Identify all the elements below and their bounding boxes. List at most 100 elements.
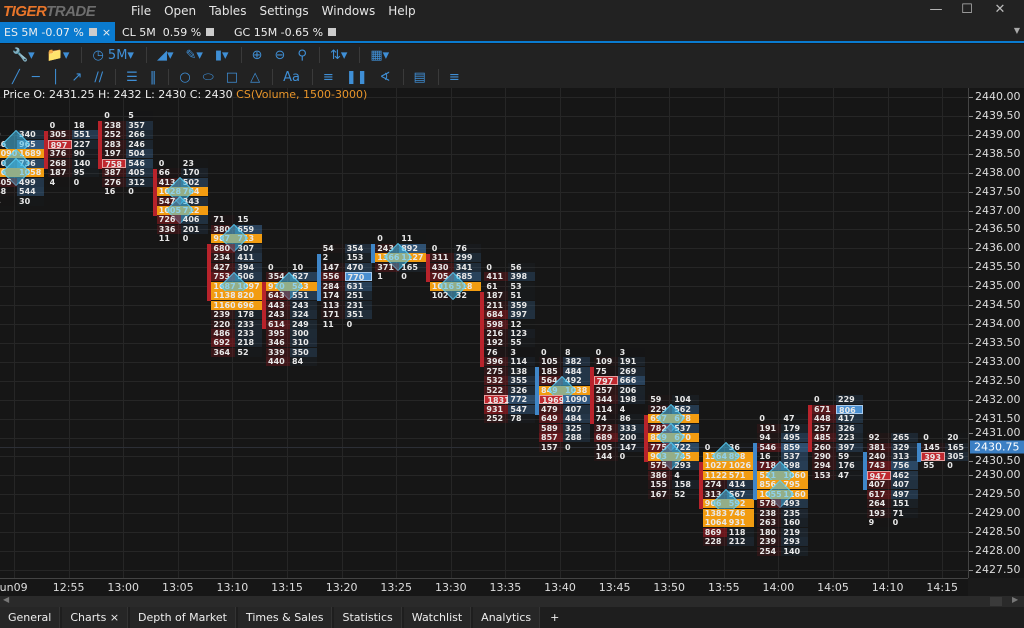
triangle-icon[interactable]: △ bbox=[250, 69, 261, 85]
align-icon[interactable]: ≡ bbox=[448, 69, 460, 85]
bottom-tab-statistics[interactable]: Statistics bbox=[334, 607, 402, 628]
minimize-icon[interactable]: — bbox=[929, 2, 943, 17]
close-tab-icon[interactable]: × bbox=[101, 26, 112, 39]
timeframe-button[interactable]: ◷ 5M▾ bbox=[92, 47, 134, 63]
menu-help[interactable]: Help bbox=[388, 4, 416, 18]
grid-line-h bbox=[0, 475, 968, 477]
fib-time-icon[interactable]: ❚❚ bbox=[345, 69, 368, 85]
ask-volume-cell: 246 bbox=[126, 139, 154, 149]
fan-icon[interactable]: ∢ bbox=[379, 69, 391, 85]
ask-volume-cell: 397 bbox=[836, 442, 863, 452]
close-tab-icon[interactable]: × bbox=[106, 611, 120, 624]
sort-icon[interactable]: ⇅▾ bbox=[329, 47, 348, 63]
ellipse-icon[interactable]: ⬭ bbox=[202, 69, 214, 85]
add-tab-button[interactable]: + bbox=[542, 607, 567, 628]
folder-icon[interactable]: 📁▾ bbox=[46, 47, 70, 63]
bid-volume-cell: 0 bbox=[158, 158, 165, 168]
menu-open[interactable]: Open bbox=[164, 4, 197, 18]
bid-volume-cell: 94 bbox=[757, 433, 782, 443]
bid-volume-cell: 364 bbox=[211, 347, 236, 357]
bottom-tab-watchlist[interactable]: Watchlist bbox=[403, 607, 472, 628]
maximize-icon[interactable]: ☐ bbox=[961, 2, 973, 17]
area-chart-icon[interactable]: ◢▾ bbox=[156, 47, 174, 63]
ask-volume-cell: 307 bbox=[235, 243, 263, 253]
price-label: 2430.00 bbox=[969, 468, 1021, 482]
circle-icon[interactable]: ○ bbox=[179, 69, 191, 85]
ask-volume-cell: 795 bbox=[781, 480, 809, 490]
calendar-icon[interactable]: ▦▾ bbox=[370, 47, 390, 63]
bid-volume-cell: 240 bbox=[866, 451, 891, 461]
menu-settings[interactable]: Settings bbox=[259, 4, 309, 18]
grid-line-h bbox=[0, 551, 968, 553]
time-axis[interactable]: Jun09 12:55 13:00 13:05 13:10 13:15 13:20 13:25… bbox=[0, 578, 968, 596]
bid-volume-cell: 252 bbox=[484, 414, 509, 424]
bid-volume-cell: 157 bbox=[539, 442, 563, 452]
ask-volume-cell: 86 bbox=[617, 414, 645, 424]
bid-volume-cell: 71 bbox=[211, 215, 236, 225]
ask-volume-cell: 10 bbox=[292, 262, 304, 272]
bottom-tab-depth-of-market[interactable]: Depth of Market bbox=[130, 607, 236, 628]
footprint-chart[interactable]: 0340469651090168980736561058405499485444… bbox=[0, 88, 968, 578]
tab-cl-5m[interactable]: CL 5M 0.59 % bbox=[118, 22, 215, 43]
color-square-icon bbox=[328, 28, 337, 36]
close-icon[interactable]: ✕ bbox=[994, 2, 1006, 17]
tabs-dropdown-icon[interactable]: ▼ bbox=[1013, 26, 1020, 35]
bid-volume-cell: 373 bbox=[593, 423, 618, 433]
horizontal-lines-icon[interactable]: ☰ bbox=[126, 69, 138, 85]
ask-volume-cell: 5 bbox=[128, 111, 134, 121]
wrench-icon[interactable]: 🔧▾ bbox=[12, 47, 35, 63]
tab-es-5m[interactable]: ES 5M -0.07 % × bbox=[0, 22, 115, 43]
pencil-icon[interactable]: ✎▾ bbox=[185, 47, 203, 63]
zoom-in-icon[interactable]: ⊕ bbox=[251, 47, 263, 63]
text-icon[interactable]: Aa bbox=[283, 69, 300, 85]
bid-volume-cell: 147 bbox=[320, 262, 345, 272]
rectangle-icon[interactable]: □ bbox=[225, 69, 239, 85]
menu-tables[interactable]: Tables bbox=[209, 4, 247, 18]
hatch-icon[interactable]: ▤ bbox=[413, 69, 426, 85]
bid-volume-cell: 782 bbox=[648, 423, 673, 433]
tab-gc-15m[interactable]: GC 15M -0.65 % bbox=[230, 22, 337, 43]
bid-volume-cell: 643 bbox=[266, 291, 290, 301]
parallel-channel-icon[interactable]: ∕∕ bbox=[94, 69, 104, 85]
current-price-line bbox=[0, 447, 968, 449]
ask-volume-cell: 571 bbox=[726, 470, 754, 480]
grid-line-h bbox=[0, 115, 968, 117]
grid-line-h bbox=[0, 191, 968, 193]
menu-windows[interactable]: Windows bbox=[321, 4, 376, 18]
ask-volume-cell: 153 bbox=[344, 253, 372, 263]
ask-volume-cell: 15 bbox=[237, 215, 249, 225]
tab-label: Charts bbox=[70, 611, 107, 624]
bottom-tab-times-sales[interactable]: Times & Sales bbox=[237, 607, 333, 628]
bid-volume-cell: 11 bbox=[158, 234, 170, 244]
vertical-lines-icon[interactable]: ‖ bbox=[149, 69, 157, 85]
scroll-thumb[interactable] bbox=[990, 597, 1002, 606]
bid-volume-cell: 0 bbox=[595, 347, 602, 357]
bottom-tab-general[interactable]: General bbox=[0, 607, 61, 628]
bar-chart-icon[interactable]: ▮▾ bbox=[214, 47, 229, 63]
bid-volume-cell: 564 bbox=[539, 376, 563, 386]
candle-body-bar bbox=[425, 253, 430, 283]
bid-volume-cell: 74 bbox=[593, 414, 618, 424]
vertical-line-icon[interactable]: │ bbox=[51, 69, 60, 85]
ask-volume-cell: 551 bbox=[290, 291, 317, 301]
bottom-tab-analytics[interactable]: Analytics bbox=[473, 607, 541, 628]
scroll-left-icon[interactable]: ◀ bbox=[3, 595, 10, 604]
horizontal-scrollbar[interactable]: ◀ ▶ bbox=[0, 595, 1024, 607]
grid-line-v bbox=[450, 88, 452, 578]
ask-volume-cell: 249 bbox=[290, 319, 317, 329]
bid-volume-cell: 1 bbox=[377, 272, 383, 282]
price-axis[interactable]: 2440.00 2439.50 2439.00 2438.50 2438.00 2437.… bbox=[968, 88, 1024, 578]
bottom-tab-charts[interactable]: Charts × bbox=[62, 607, 129, 628]
bid-volume-cell: 228 bbox=[702, 537, 727, 547]
menu-file[interactable]: File bbox=[131, 4, 152, 18]
horizontal-line-icon[interactable]: ─ bbox=[31, 69, 40, 85]
ask-volume-cell: 231 bbox=[344, 300, 372, 310]
zoom-reset-icon[interactable]: ⚲ bbox=[297, 47, 307, 63]
ask-volume-cell: 59 bbox=[836, 451, 863, 461]
scroll-right-icon[interactable]: ▶ bbox=[1012, 595, 1019, 604]
indicator-label: CS(Volume, 1500-3000) bbox=[236, 88, 368, 101]
zoom-out-icon[interactable]: ⊖ bbox=[274, 47, 286, 63]
arrow-icon[interactable]: ↗ bbox=[71, 69, 83, 85]
line-icon[interactable]: ╱ bbox=[12, 69, 20, 85]
fib-levels-icon[interactable]: ≡ bbox=[322, 69, 334, 85]
